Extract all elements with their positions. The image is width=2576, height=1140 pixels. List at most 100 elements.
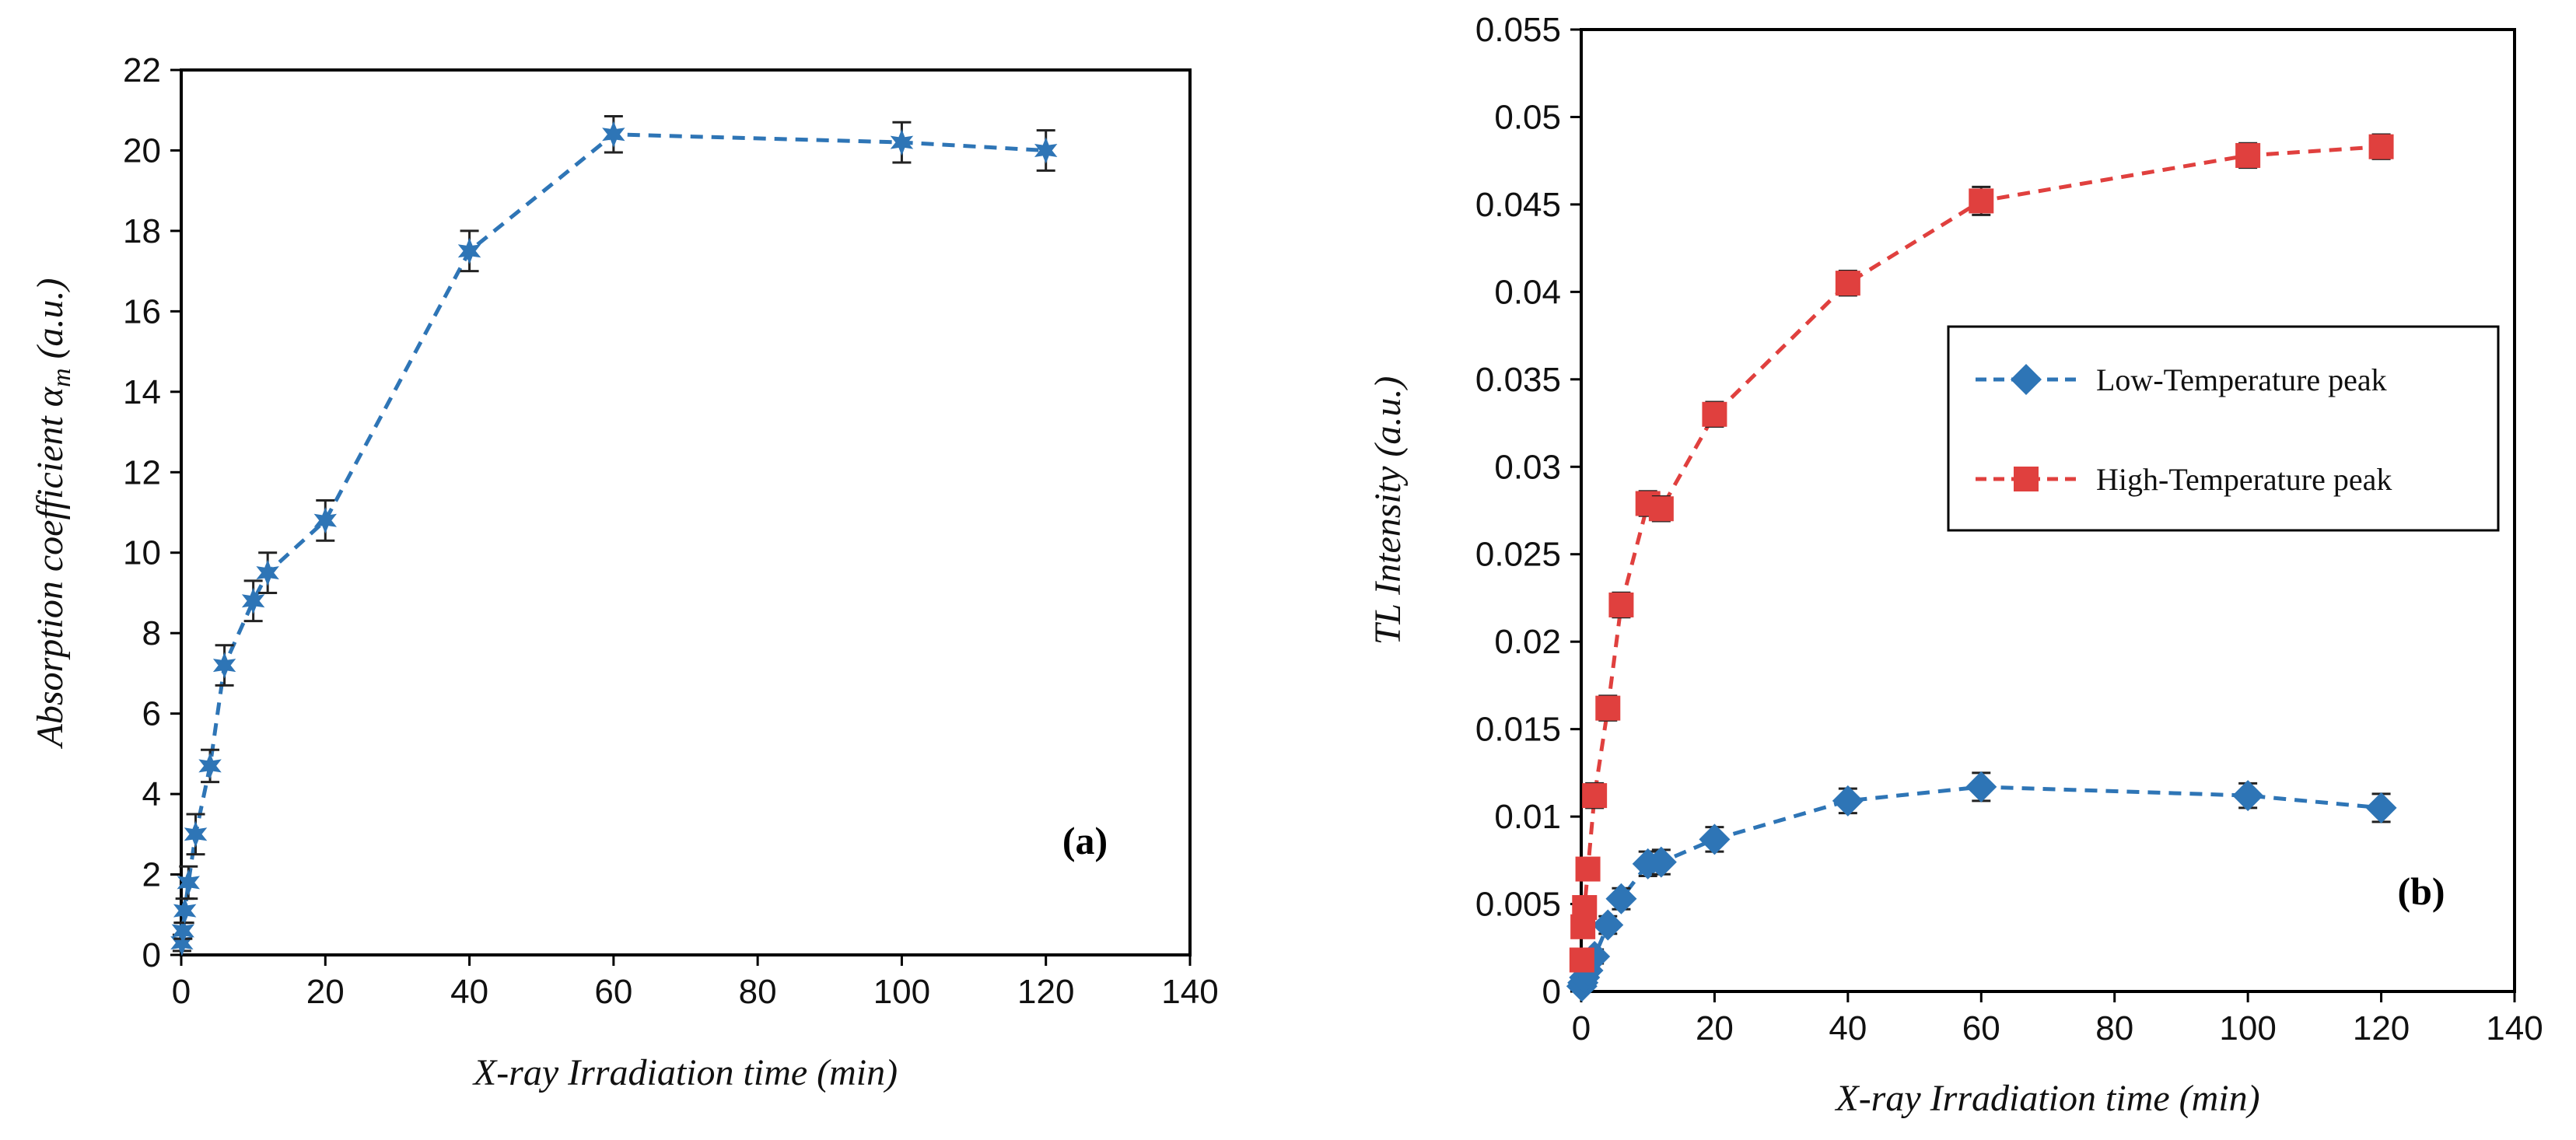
x-tick-label: 0 (1572, 1009, 1591, 1047)
series-high-temperature-peak (1569, 133, 2394, 973)
legend-box (1947, 325, 2500, 532)
data-point (1572, 895, 1598, 921)
legend: Low-Temperature peak High-Temperature pea… (1947, 325, 2500, 532)
y-tick-label: 22 (123, 51, 161, 89)
data-point (602, 121, 625, 148)
data-point (184, 820, 208, 848)
data-point (170, 929, 194, 956)
data-point (1969, 188, 1994, 214)
y-tick-label: 0.035 (1475, 361, 1561, 399)
y-tick-label: 0.03 (1494, 448, 1561, 486)
legend-label: High-Temperature peak (2096, 462, 2392, 497)
y-axis-title-units: (a.u.) (30, 278, 71, 369)
data-point (241, 587, 265, 614)
data-point (171, 918, 194, 944)
x-tick-label: 120 (2353, 1009, 2410, 1047)
x-tick-label: 40 (450, 973, 488, 1011)
chart-panel-b: 0 20 40 60 80 100 120 140 0 0.005 0.01 0.015 0.02 0.… (1367, 11, 2543, 1119)
y-tick-label: 0 (142, 936, 161, 974)
data-point (1569, 947, 1594, 973)
data-point (256, 559, 279, 586)
y-tick-label: 4 (142, 775, 161, 813)
plot-area-frame (1580, 28, 2516, 993)
x-tick-label: 140 (2486, 1009, 2543, 1047)
x-tick-label: 100 (873, 973, 930, 1011)
data-point (212, 652, 236, 679)
y-tick-label: 0.025 (1475, 536, 1561, 574)
x-tick-label: 20 (306, 973, 345, 1011)
y-tick-label: 18 (123, 212, 161, 250)
y-tick-label: 14 (123, 373, 161, 411)
series-line (180, 132, 1046, 943)
data-point (173, 897, 197, 925)
data-point (1965, 771, 1997, 803)
data-point (313, 507, 337, 534)
legend-item: Low-Temperature peak (1976, 362, 2387, 397)
x-tick-label: 140 (1161, 973, 1218, 1011)
data-point (1835, 271, 1860, 296)
data-point (2232, 780, 2264, 812)
chart-panel-a: 0 20 40 60 80 100 120 140 0 2 4 6 8 10 12 14 16 18 20 22 X… (30, 51, 1219, 1093)
data-point (1608, 592, 1634, 617)
data-point (1832, 785, 1864, 817)
x-axis-ticks: 0 20 40 60 80 100 120 140 (172, 955, 1219, 1011)
y-axis-title: Absorption coefficient αm (a.u.) (30, 278, 76, 750)
x-axis-title: X-ray Irradiation time (min) (1834, 1078, 2259, 1119)
x-tick-label: 80 (739, 973, 777, 1011)
x-tick-label: 40 (1829, 1009, 1867, 1047)
y-axis-ticks: 0 2 4 6 8 10 12 14 16 18 20 22 (123, 51, 181, 974)
x-tick-label: 60 (1962, 1009, 2000, 1047)
x-tick-label: 80 (2095, 1009, 2133, 1047)
y-tick-label: 10 (123, 534, 161, 572)
series-line (1580, 145, 2382, 960)
x-tick-label: 120 (1017, 973, 1074, 1011)
legend-label: Low-Temperature peak (2096, 362, 2387, 397)
data-point (1034, 137, 1058, 164)
y-tick-label: 6 (142, 695, 161, 733)
y-tick-label: 20 (123, 131, 161, 170)
y-tick-label: 0.05 (1494, 98, 1561, 136)
x-axis-title: X-ray Irradiation time (min) (472, 1052, 898, 1093)
data-point (177, 869, 200, 896)
y-axis-title-units: (a.u.) (1367, 376, 1409, 467)
y-axis-title-symbol: α (30, 386, 71, 407)
y-tick-label: 2 (142, 856, 161, 894)
plot-area-frame (180, 68, 1192, 956)
y-tick-label: 0.02 (1494, 623, 1561, 661)
x-tick-label: 20 (1696, 1009, 1734, 1047)
data-point (1582, 783, 1608, 809)
x-tick-label: 100 (2219, 1009, 2276, 1047)
y-tick-label: 0.055 (1475, 11, 1561, 49)
y-tick-label: 0.015 (1475, 711, 1561, 749)
y-tick-label: 12 (123, 453, 161, 491)
series-layer (170, 114, 1058, 956)
data-point (1645, 846, 1677, 878)
data-point (1575, 856, 1601, 882)
y-axis-title-main: TL Intensity (1367, 466, 1409, 645)
y-tick-label: 0.005 (1475, 886, 1561, 924)
series-absorption-coefficient (170, 114, 1058, 956)
y-tick-label: 0.045 (1475, 186, 1561, 224)
data-point (1702, 401, 1727, 427)
panel-label: (b) (2397, 869, 2445, 913)
data-point (1699, 824, 1731, 855)
y-axis-title: TL Intensity (a.u.) (1367, 376, 1409, 645)
legend-item: High-Temperature peak (1976, 462, 2392, 497)
data-point (198, 752, 222, 779)
series-layer (1566, 133, 2397, 1002)
y-axis-title-subscript: m (47, 368, 76, 387)
data-point (2235, 142, 2261, 168)
x-tick-label: 60 (594, 973, 632, 1011)
panel-label: (a) (1062, 819, 1108, 862)
data-point (1605, 883, 1637, 914)
legend-marker (2014, 467, 2039, 491)
x-tick-label: 0 (172, 973, 191, 1011)
y-tick-label: 8 (142, 614, 161, 652)
data-point (1592, 909, 1624, 941)
data-point (457, 237, 481, 264)
data-point (1595, 695, 1621, 721)
y-tick-label: 0.04 (1494, 273, 1561, 311)
data-point (890, 129, 914, 156)
